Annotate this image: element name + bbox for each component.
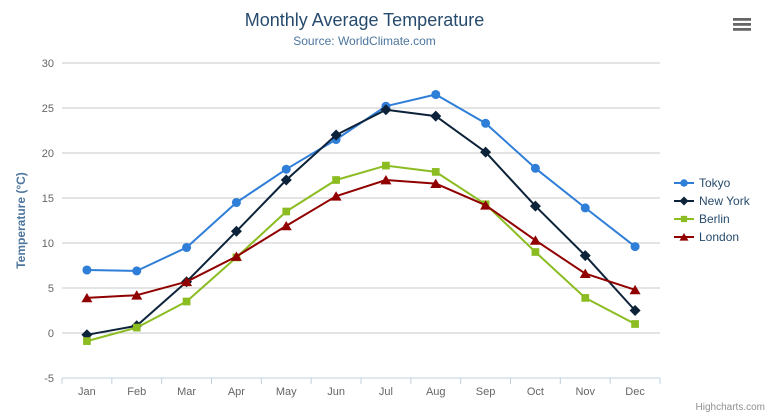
y-tick-label: -5 [44,373,54,385]
legend-marker-new-york [674,196,694,206]
x-tick-label: Jul [379,386,393,398]
data-point-tokyo-aug[interactable] [431,89,441,100]
data-point-new-york-apr[interactable] [230,225,242,237]
data-point-tokyo-mar[interactable] [182,242,192,253]
legend-label-london: London [699,230,740,244]
data-point-tokyo-nov[interactable] [580,203,590,213]
data-point-new-york-jul[interactable] [380,104,392,116]
y-tick-label: 0 [48,328,54,340]
legend-item-new-york[interactable]: New York [674,194,750,208]
legend-label-new-york: New York [699,194,750,208]
data-point-london-sep[interactable] [480,200,492,210]
data-point-london-jan[interactable] [81,292,93,303]
data-point-new-york-nov[interactable] [579,250,591,262]
data-point-berlin-jun[interactable] [332,176,340,184]
hamburger-icon [733,23,751,26]
data-point-tokyo-feb[interactable] [132,266,142,276]
x-tick-label: Apr [228,386,245,398]
data-point-london-oct[interactable] [529,235,541,245]
data-point-berlin-jan[interactable] [83,337,91,345]
data-point-london-jul[interactable] [380,175,392,185]
y-tick-label: 5 [48,283,54,295]
series-line-new-york [85,108,637,336]
data-point-berlin-nov[interactable] [581,294,590,302]
legend: Tokyo New York Berlin London [674,176,750,244]
x-tick-label: Mar [177,386,196,398]
data-point-berlin-oct[interactable] [531,248,540,256]
legend-symbol-new-york [679,196,689,206]
data-point-berlin-may[interactable] [282,207,291,216]
series-line-berlin [85,164,637,343]
legend-item-london[interactable]: London [674,230,750,244]
data-point-new-york-aug[interactable] [430,110,442,122]
series-line-london [85,179,637,299]
legend-marker-berlin [674,215,694,223]
legend-label-berlin: Berlin [699,212,730,226]
data-point-new-york-jun[interactable] [330,129,342,141]
data-point-berlin-aug[interactable] [431,168,440,176]
x-tick-label: Oct [527,386,544,398]
legend-item-tokyo[interactable]: Tokyo [674,176,750,190]
x-tick-label: Aug [426,386,446,398]
data-point-berlin-feb[interactable] [132,323,141,332]
data-point-tokyo-may[interactable] [281,164,291,174]
x-tick-label: Jun [327,386,345,398]
y-tick-label: 10 [42,238,54,250]
legend-item-berlin[interactable]: Berlin [674,212,750,226]
legend-marker-tokyo [674,179,694,187]
x-tick-label: Feb [127,386,146,398]
hamburger-icon [733,28,751,31]
x-tick-label: Nov [575,386,595,398]
export-menu-button[interactable] [730,16,754,36]
data-point-new-york-sep[interactable] [480,146,492,158]
x-tick-label: Dec [625,386,645,398]
data-point-berlin-jul[interactable] [382,161,390,170]
y-tick-label: 15 [42,193,54,205]
legend-symbol-berlin [680,215,688,223]
data-point-tokyo-apr[interactable] [231,197,241,208]
data-point-new-york-dec[interactable] [629,305,641,316]
chart-title: Monthly Average Temperature [244,10,485,30]
x-tick-label: Jan [78,386,96,398]
data-point-tokyo-dec[interactable] [630,242,640,252]
data-point-london-jun[interactable] [330,191,342,201]
legend-label-tokyo: Tokyo [699,176,731,190]
data-point-london-dec[interactable] [629,284,641,295]
data-point-london-aug[interactable] [430,178,442,188]
data-point-berlin-dec[interactable] [631,320,639,328]
data-point-london-mar[interactable] [181,276,193,287]
legend-symbol-tokyo [680,179,688,187]
y-tick-label: 30 [42,58,54,70]
data-point-tokyo-oct[interactable] [530,163,540,173]
y-tick-label: 25 [42,103,54,115]
hamburger-icon [733,18,751,21]
y-tick-label: 20 [42,148,54,160]
series-line-tokyo [85,93,637,272]
data-point-tokyo-sep[interactable] [481,118,491,128]
legend-marker-london [674,232,694,241]
data-point-london-feb[interactable] [131,290,143,300]
data-point-berlin-mar[interactable] [182,297,191,306]
data-point-london-may[interactable] [280,220,292,231]
credits-link[interactable]: Highcharts.com [695,402,765,413]
data-point-tokyo-jan[interactable] [82,265,92,275]
y-axis-title: Temperature (°C) [14,172,28,269]
data-point-new-york-oct[interactable] [529,200,541,212]
data-point-london-apr[interactable] [230,251,242,261]
x-tick-label: Sep [476,386,496,398]
x-tick-label: May [276,386,297,398]
chart-subtitle: Source: WorldClimate.com [293,34,436,48]
data-point-new-york-may[interactable] [280,174,292,186]
legend-symbol-london [679,232,689,241]
data-point-london-nov[interactable] [579,268,591,278]
